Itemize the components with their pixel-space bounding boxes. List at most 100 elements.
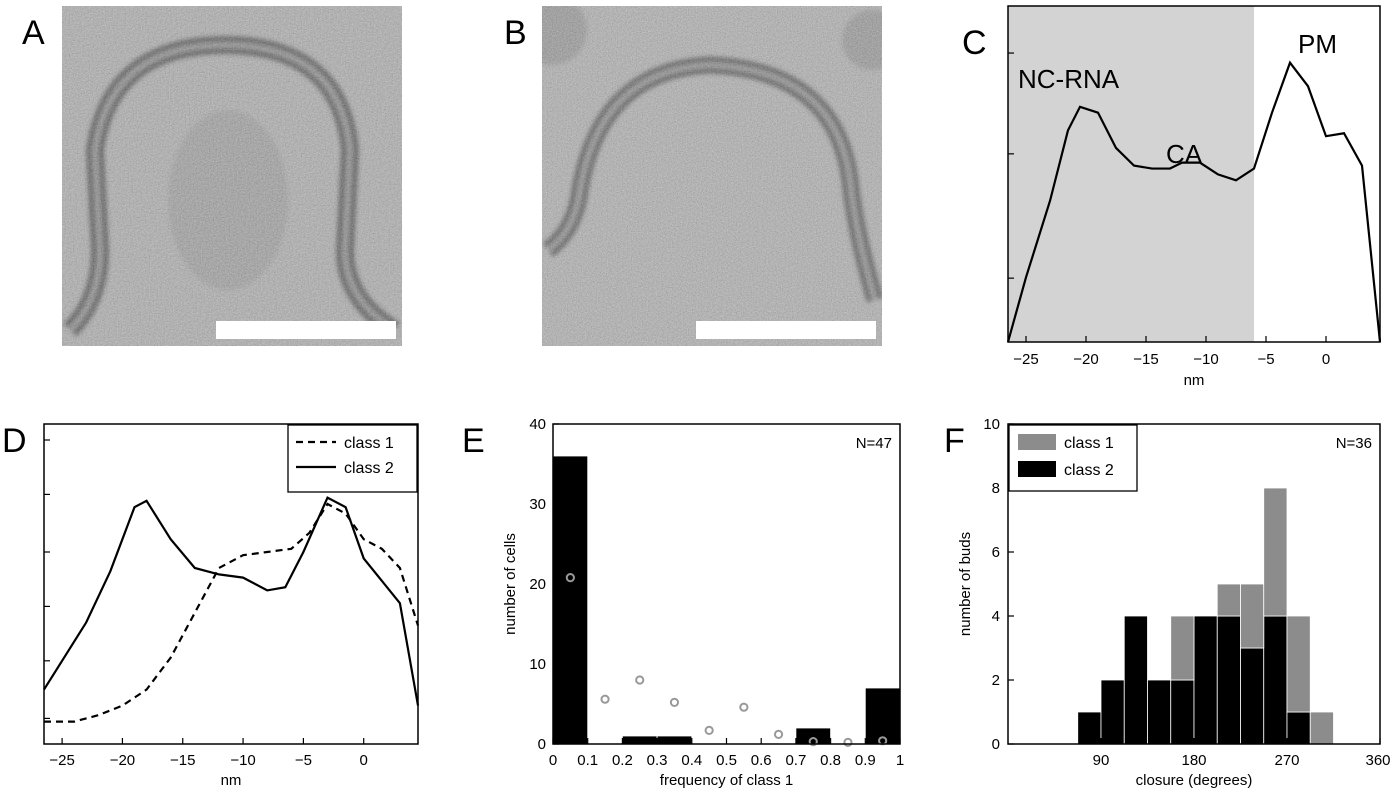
x-tick-label: 0 [1322,351,1330,368]
histogram-bar [622,735,658,745]
stacked-bar-class-1 [1216,583,1241,617]
y-tick-label: 20 [529,576,546,593]
y-tick-label: 4 [992,608,1000,625]
x-tick-label: −5 [295,752,312,769]
x-tick-label: −15 [170,752,195,769]
legend-box [287,424,418,493]
x-axis-label: frequency of class 1 [660,772,793,789]
y-tick-label: 0 [538,736,546,753]
y-tick-label: 30 [529,496,546,513]
plot-frame [43,423,419,745]
x-axis-label: closure (degrees) [1136,772,1253,789]
x-tick-label: 90 [1093,752,1110,769]
micrograph-a [62,6,402,346]
panel-label-b: B [504,14,527,52]
stacked-bar-class-2 [1123,615,1148,745]
x-tick-label: −20 [110,752,135,769]
y-tick-label: 10 [983,416,1000,433]
shaded-region [1008,6,1254,342]
scale-bar-b [696,321,876,339]
x-tick-label: 0.1 [577,752,598,769]
annotation-ncrna: NC-RNA [1018,64,1120,94]
stacked-bar-class-1 [1170,615,1195,681]
x-tick-label: 0.8 [820,752,841,769]
y-tick-label: 2 [992,672,1000,689]
y-tick-label: 40 [529,416,546,433]
x-tick-label: −5 [1257,351,1274,368]
chart-e: 0 10 20 30 40 0 0.1 0.2 0.3 0.4 0.5 0.6 0.7 0.8 0.9 1 fr… [502,416,904,789]
legend-swatch [1018,434,1056,450]
legend-swatch [1018,461,1056,477]
profile-line [1006,60,1382,343]
x-tick-label: 360 [1365,752,1390,769]
series-line-class-2 [43,496,420,706]
legend-label: class 1 [1064,435,1114,452]
legend-label: class 2 [1064,462,1114,479]
plot-frame [1007,5,1381,343]
y-tick-label: 10 [529,656,546,673]
chart-f: 0 2 4 6 8 10 90 180 270 360 closure (degrees) numbe… [957,416,1391,789]
expected-marker [600,694,610,704]
annotation-ca: CA [1166,139,1203,169]
annotation-pm: PM [1298,29,1337,59]
panel-label-a: A [22,14,45,52]
x-tick-label: 180 [1181,752,1206,769]
y-axis-label: number of cells [502,533,519,635]
panel-label-e: E [462,422,485,460]
x-tick-label: −25 [1013,351,1038,368]
y-tick-label: 6 [992,544,1000,561]
stacked-bar-class-2 [1286,711,1311,745]
y-tick-label: 0 [992,736,1000,753]
series-line-class-1 [44,502,420,723]
expected-marker [704,725,714,736]
stacked-bar-class-2 [1100,679,1125,745]
x-axis-label: nm [1184,372,1205,389]
x-tick-label: −25 [49,752,74,769]
x-tick-label: 0.3 [647,752,668,769]
expected-marker [635,675,645,685]
x-tick-label: 1 [896,752,904,769]
x-tick-label: 0.4 [681,752,702,769]
x-tick-label: 0 [549,752,557,769]
sample-size: N=47 [856,435,892,452]
stacked-bar-class-2 [1170,679,1195,745]
stacked-bar-class-2 [1147,679,1172,745]
expected-marker [808,737,818,747]
x-tick-label: 0.5 [716,752,737,769]
expected-marker [773,729,784,740]
expected-marker [739,702,749,712]
chart-c: −25 −20 −15 −10 −5 0 nm NC-RNA CA PM [1006,5,1382,389]
panel-label-d: D [2,422,27,460]
histogram-bar [795,727,832,745]
scale-bar-a [216,321,396,339]
x-axis-label: nm [221,772,242,789]
x-tick-label: −10 [230,752,255,769]
stacked-bar-class-1 [1263,487,1288,617]
stacked-bar-class-1 [1309,711,1334,745]
x-tick-label: −10 [1193,351,1218,368]
expected-marker [565,573,575,583]
histogram-bar [864,687,901,745]
x-tick-label: 0.2 [612,752,633,769]
expected-marker [843,737,853,748]
stacked-bar-class-2 [1263,615,1288,745]
x-tick-label: 270 [1274,752,1299,769]
y-axis-label: number of buds [957,532,974,636]
chart-d: −25 −20 −15 −10 −5 0 nm class 1 class 2 [43,423,420,789]
x-tick-label: 0.9 [855,752,876,769]
stacked-bar-class-1 [1286,615,1311,713]
histogram-bar [656,735,693,745]
x-tick-label: −20 [1073,351,1098,368]
stacked-bar-class-2 [1193,615,1218,745]
sample-size: N=36 [1336,435,1372,452]
stacked-bar-class-2 [1077,711,1102,745]
x-tick-label: 0 [360,752,368,769]
panel-label-f: F [944,422,965,460]
x-tick-label: −15 [1133,351,1158,368]
panel-label-c: C [962,24,987,62]
stacked-bar-class-2 [1216,615,1241,745]
y-tick-label: 8 [992,480,1000,497]
legend-label: class 1 [344,435,394,452]
legend-label: class 2 [344,460,394,477]
x-tick-label: 0.7 [785,752,806,769]
